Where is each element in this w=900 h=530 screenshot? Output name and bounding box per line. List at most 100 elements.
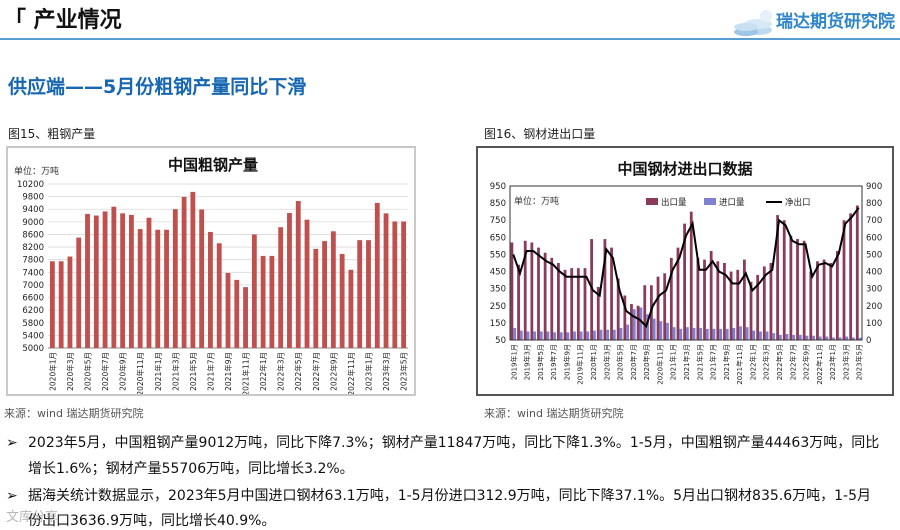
x-tick-label: 2020年1月 [589,344,598,380]
bar [85,213,90,348]
bullet-trade-cont: 份出口3636.9万吨，同比增长40.9%。 [28,513,276,529]
import-bar [632,309,636,340]
x-tick-label: 2020年7月 [100,352,110,391]
y-left-tick-label: 350 [490,285,506,295]
x-tick-label: 2020年5月 [83,352,93,391]
import-bar [712,328,716,340]
y-tick-label: 7800 [22,256,44,266]
import-bar [533,331,537,340]
bullet-text: 据海关统计数据显示，2023年5月中国进口钢材63.1万吨，1-5月份进口312… [28,488,871,504]
x-tick-label: 2021年9月 [722,344,731,380]
y-left-tick-label: 650 [490,233,506,243]
legend-swatch [646,198,658,205]
import-bar [679,328,683,340]
import-bar [838,337,842,340]
export-bar [596,286,600,340]
x-tick-label: 2021年11月 [735,344,744,385]
x-tick-label: 2021年1月 [153,352,163,391]
legend-item: 净出口 [766,197,811,208]
export-bar [537,247,540,340]
y-left-tick-label: 750 [490,216,506,226]
export-bar [683,223,686,340]
bar [76,237,82,348]
section-title: 「 产业情况 [4,8,122,33]
export-bar [669,257,673,340]
export-bar [550,257,554,340]
bar [366,240,371,348]
bar [348,269,354,348]
bar [287,213,292,348]
import-bar [519,330,523,340]
export-bar [570,268,574,340]
x-tick-label: 2021年3月 [682,344,691,380]
export-bar [729,271,733,340]
import-bar [778,334,782,340]
export-bar [703,259,706,340]
bar [137,229,143,348]
x-tick-label: 2021年7月 [709,344,718,380]
x-tick-label: 2021年7月 [205,352,215,391]
export-bar [736,269,740,340]
import-bar [825,336,829,340]
export-bar [709,251,713,340]
figure-15-caption: 图15、粗钢产量 [8,127,96,141]
x-tick-label: 2020年11月 [135,352,145,394]
bar [172,209,178,348]
export-bar [676,247,680,340]
export-bar [716,261,720,340]
bar [357,240,363,348]
x-tick-label: 2021年5月 [695,344,704,380]
export-bar [802,240,806,340]
bullet-arrow-icon: ➢ [6,488,18,504]
figure-16-source: 来源：wind 瑞达期货研究院 [484,407,624,420]
import-bar [798,334,802,340]
import-export-chart-svg: 中国钢材进出口数据 单位：万吨 出口量 进口量 净出口 50 150 250 350 450… [490,160,882,385]
bar [234,279,240,348]
export-bar [630,304,633,340]
import-bar [686,327,689,340]
import-bar [858,337,862,340]
import-bar [579,331,583,340]
export-bar [543,252,547,340]
y-left-tick-label: 50 [495,336,506,346]
bar [216,243,222,348]
x-tick-label: 2020年9月 [118,352,128,391]
bar [251,234,257,348]
x-tick-label: 2020年3月 [65,352,75,391]
x-tick-label: 2021年5月 [188,352,198,391]
header-divider [0,38,900,40]
chart-title: 中国粗钢产量 [168,156,258,174]
x-tick-label: 2022年11月 [815,344,824,385]
export-bar [816,261,819,340]
x-tick-label: 2021年9月 [223,352,233,391]
y-tick-label: 6200 [22,306,44,316]
import-bar [553,332,556,340]
export-bar [523,240,527,340]
export-bar [849,213,853,340]
export-bar [510,242,514,340]
bar [392,221,398,348]
import-bar [759,331,762,340]
x-tick-label: 2023年5月 [855,344,864,380]
bar [278,227,284,348]
x-tick-label: 2023年3月 [841,344,850,380]
x-tick-label: 2023年1月 [363,352,373,391]
export-bar [643,285,647,340]
x-tick-label: 2022年3月 [762,344,771,380]
export-bar [829,263,833,340]
bullet-arrow-icon: ➢ [6,435,18,451]
import-bar [546,331,550,340]
bar [49,261,55,348]
import-bar [606,329,610,340]
y-tick-label: 9800 [22,193,44,203]
y-right-tick-label: 900 [866,182,882,192]
x-tick-label: 2022年9月 [328,352,338,391]
import-bar [785,334,789,340]
x-tick-label: 2022年1月 [748,344,757,380]
import-bar [666,322,669,340]
y-left-tick-label: 550 [490,250,506,260]
x-tick-label: 2022年3月 [276,352,286,391]
x-tick-label: 2021年3月 [170,352,180,391]
net-export-line [512,207,860,329]
export-bar [563,269,567,340]
